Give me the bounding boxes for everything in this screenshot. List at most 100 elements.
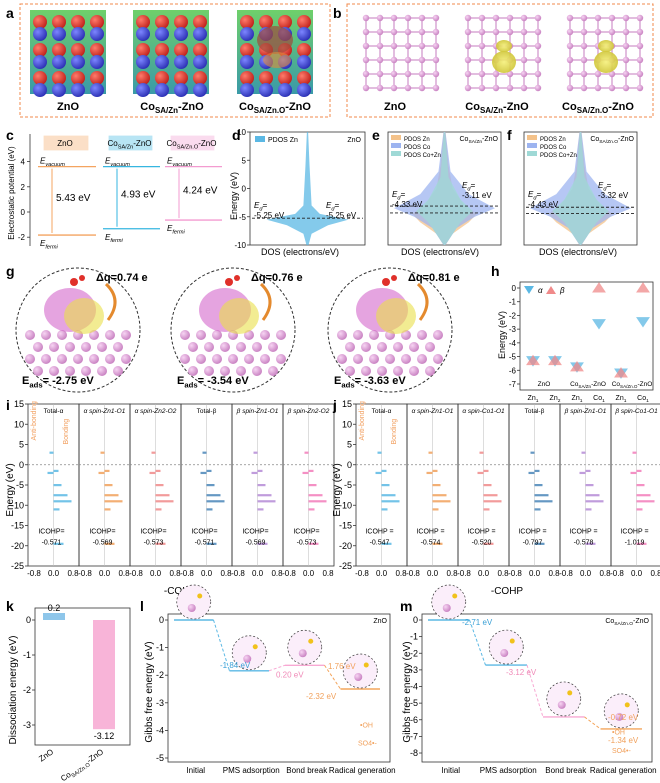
i-icohp-label: ICOHP= [140,529,166,536]
k-ytick-label: -2 [23,685,31,695]
i-ytick-label: -20 [11,541,24,551]
j-xtick-label: 0.8 [548,569,560,578]
legend-swatch-e-1 [391,143,401,148]
g-dq-label: Δq=0.76 e [251,272,303,284]
i-icohp-label: ICOHP= [191,529,217,536]
panel-l: l Gibbs free energy (eV) 0 -1 -2 -3 -4 -5 Init… [140,584,396,775]
c-col-title-box [43,135,89,151]
c-efermi-label: Efermi [40,239,59,250]
j-cohp-peak [534,500,553,503]
atom [432,70,440,78]
i-cohp-peak [53,484,62,487]
h-xtick-label: Zn1 [572,395,583,404]
legend-swatch-e-2 [391,151,401,156]
g-atom [204,366,214,376]
c-ytick-label: -2 [18,233,26,242]
i-cohp-peak [257,484,266,487]
g-atom [105,330,115,340]
j-cohp-peak [581,451,586,454]
g-dq-label: Δq=0.81 e [408,272,460,284]
atom [418,56,426,64]
atom [464,70,472,78]
atom [520,14,528,22]
k-ytick-label: -1 [23,650,31,660]
l-ytick-label: -5 [156,753,164,763]
charge-density-blob-2 [496,40,512,52]
j-cohp-peak [534,508,541,511]
g-atom [393,366,403,376]
atom-o [240,71,254,85]
i-cohp-peak [251,471,258,475]
g-eads-label: Eads= -2.75 eV [22,375,94,389]
l-label-radical-1: 1.76 eV [328,662,356,671]
atom [478,42,486,50]
panel-a-structures [30,10,313,97]
m-ytick-label: -1 [410,632,418,642]
j-ytick-label: 5 [347,440,352,450]
i-cohp-peak [206,542,217,545]
h-xtick-label: Zn1 [616,395,627,404]
i-xtick-label: 0.8 [169,569,181,578]
atom-zn [193,27,207,41]
atom-zn [71,83,85,97]
g-atom [121,330,131,340]
j-icohp-value: -1.019 [625,540,645,547]
c-col-title-box [108,135,153,151]
i-cohp-peak [155,542,166,545]
j-icohp-label: ICOHP = [620,529,648,536]
atom [534,70,542,78]
i-cohp-peak [308,542,319,545]
i-cohp-peak [206,484,215,487]
j-cohp-peak [381,484,390,487]
ed-value-e2: -3.11 eV [462,191,492,200]
j-cohp-peak [432,484,441,487]
j-xtick-label: 0.8 [650,569,660,578]
c-efermi-label: Efermi [105,233,124,244]
atom-o [174,43,188,57]
m-ytick-label: -8 [410,748,418,758]
panel-a-label-cosa-zn: CoSA/Zn-ZnO [140,101,204,115]
atom [432,42,440,50]
atom [390,84,398,92]
c-ytick-label: 2 [21,183,26,192]
m-ytick-label: -6 [410,715,418,725]
panel-h-ylabel: Energy (eV) [497,311,507,359]
i-bonding-label: Bonding [63,419,70,445]
g-atom [433,354,443,364]
j-cohp-peak [636,508,643,511]
charge-density-blob-2 [598,40,614,52]
panel-f-xlabel: DOS (electrons/eV) [539,247,617,257]
j-bonding-label: Bonding [391,419,398,445]
panel-letter-h: h [491,263,500,279]
i-icohp-value: -0.569 [93,540,113,547]
atom-zn [297,83,311,97]
def-ytick-label: 5 [242,156,247,165]
panel-letter-i: i [6,397,10,413]
m-snapshot-s [624,702,630,708]
atom-zn [136,55,150,69]
panel-d-xlabel: DOS (electrons/eV) [261,247,339,257]
i-cohp-peak [155,484,164,487]
panel-h: h Energy (eV) 0 -1 -2 -3 -4 -5 -6 -7 α β Zn1 Zn2 Zn1… [491,263,654,404]
l-label-oh: •OH [360,723,373,730]
j-icohp-label: ICOHP = [467,529,495,536]
i-cohp-peak [206,500,225,503]
h-marker-beta [592,282,606,293]
l-snapshot-atom [243,654,252,663]
m-xtick-label-1: PMS adsorption [480,766,537,775]
g-atom [409,342,419,352]
g-atom [81,366,91,376]
j-xtick-label: 0.8 [599,569,611,578]
atom-o [259,15,273,29]
j-xtick-label: 0.8 [446,569,458,578]
g-atom [425,342,435,352]
atom [362,14,370,22]
atom [608,84,616,92]
i-ytick-label: -5 [16,480,24,490]
j-cohp-peak [534,484,543,487]
g-eads-label: Eads= -3.63 eV [334,375,406,389]
j-icohp-value: -0.574 [421,540,441,547]
i-cohp-peak [98,471,105,475]
g-transfer-arrow [416,282,429,321]
m-corner-label: CoSA/Zn.O-ZnO [605,618,649,627]
